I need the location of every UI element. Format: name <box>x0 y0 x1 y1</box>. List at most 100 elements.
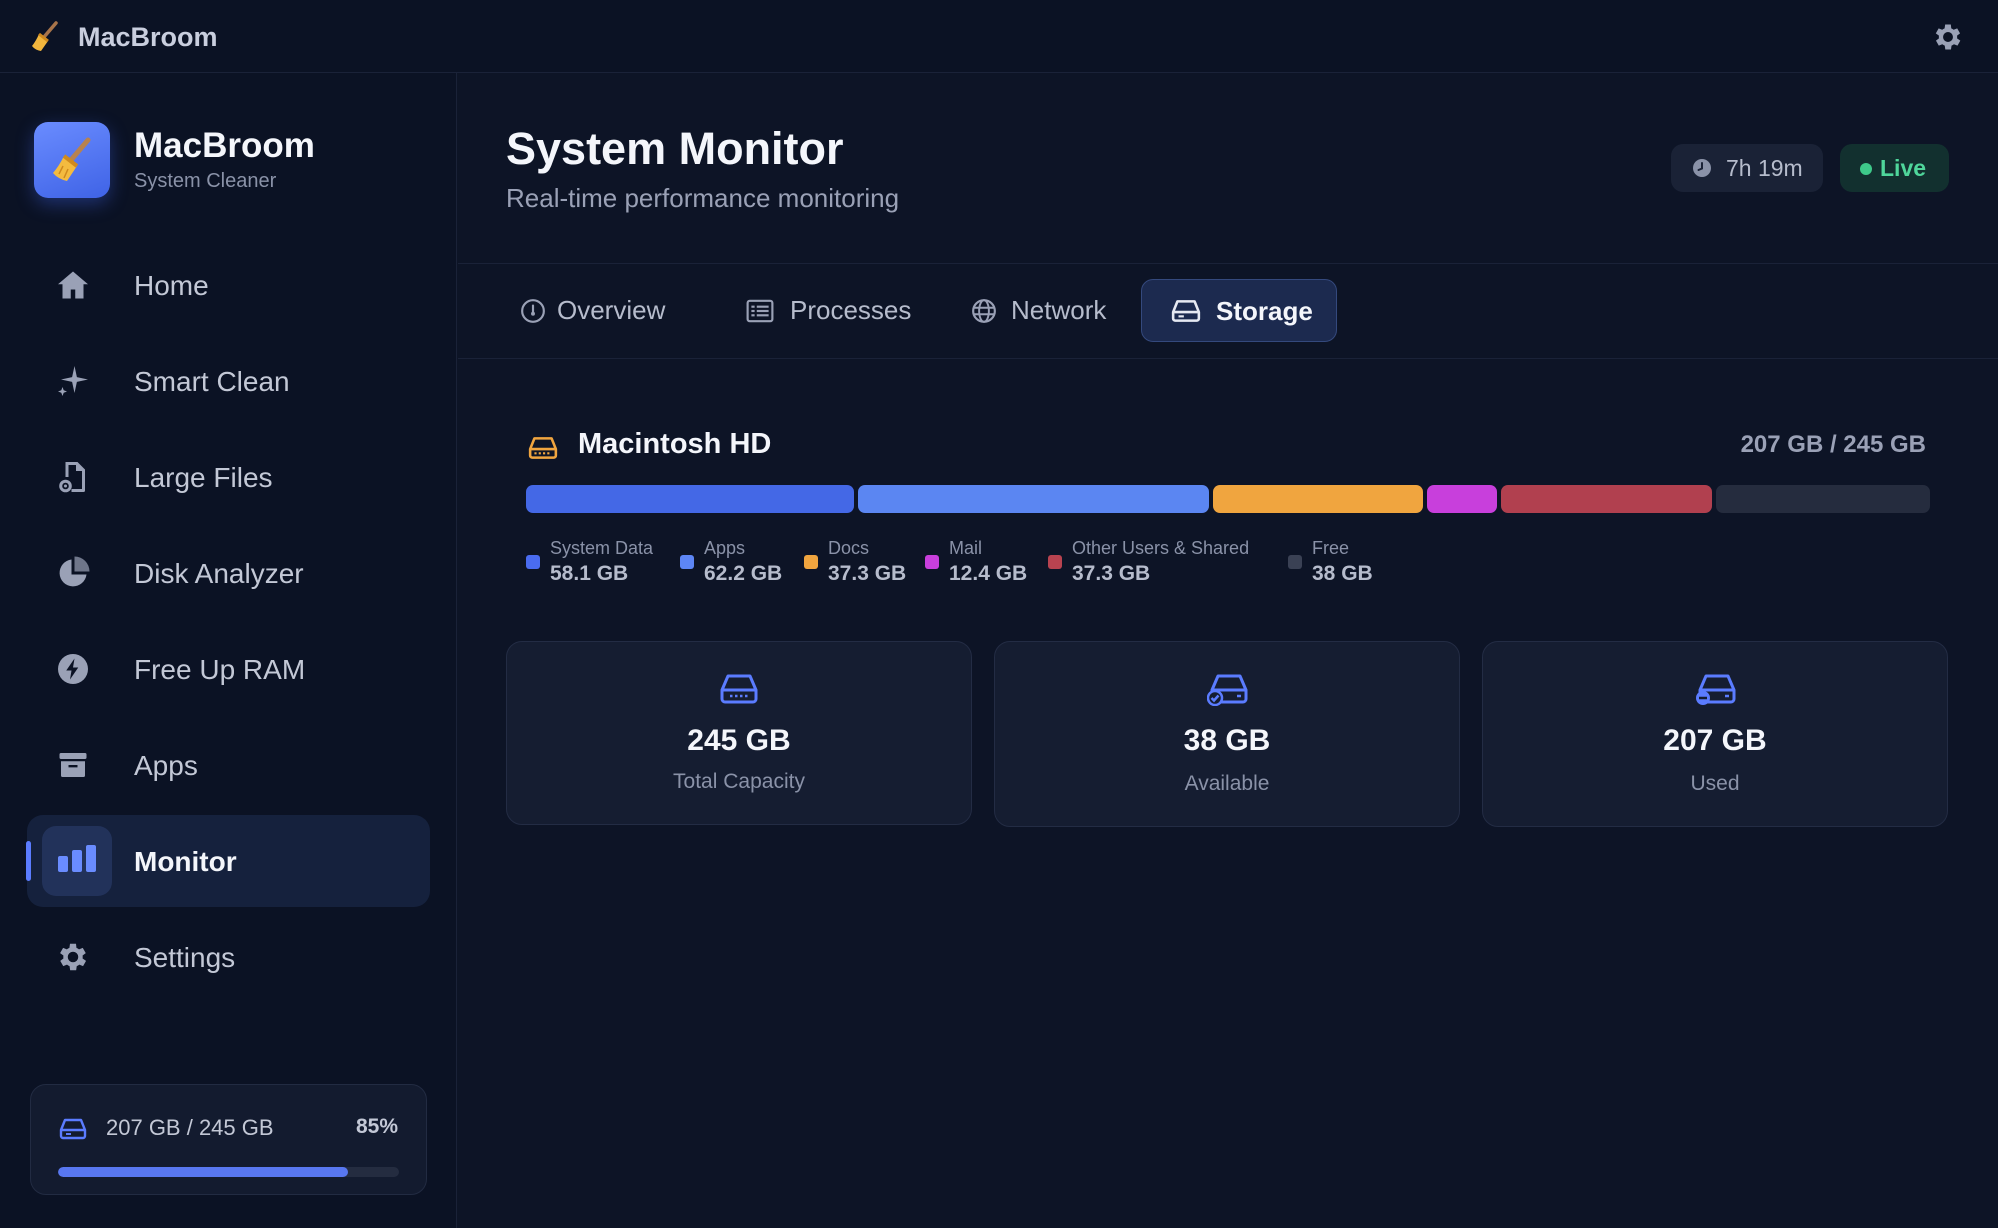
sidebar-item-label: Home <box>134 270 209 301</box>
live-status-badge: Live <box>1840 144 1949 192</box>
bar-segment-docs <box>1212 485 1424 513</box>
tab-label: Processes <box>790 295 912 325</box>
sidebar-item-apps[interactable]: Apps <box>27 719 430 811</box>
tab-label: Network <box>1011 295 1107 325</box>
stat-label: Available <box>1184 772 1270 795</box>
sidebar-item-home[interactable]: Home <box>27 239 430 331</box>
legend-label: Free <box>1312 538 1350 558</box>
tab-overview[interactable]: Overview <box>520 279 690 342</box>
list-icon <box>746 298 774 324</box>
brand-title: MacBroom <box>134 126 315 165</box>
page-title: System Monitor <box>506 123 844 174</box>
legend-value: 37.3 GB <box>828 562 907 585</box>
storage-summary-card: 207 GB / 245 GB 85% <box>30 1084 427 1195</box>
hard-drive-icon <box>719 672 759 706</box>
legend-swatch <box>526 555 540 569</box>
tab-storage[interactable]: Storage <box>1141 279 1337 342</box>
storage-summary-text: 207 GB / 245 GB <box>106 1115 274 1140</box>
sidebar-item-settings[interactable]: Settings <box>27 911 430 1003</box>
legend-swatch <box>680 555 694 569</box>
legend-label: Mail <box>949 538 983 558</box>
stat-value: 207 GB <box>1663 724 1767 757</box>
broom-icon <box>53 137 91 181</box>
brand-subtitle: System Cleaner <box>134 170 277 192</box>
legend-swatch <box>1288 555 1302 569</box>
bar-segment-apps <box>857 485 1209 513</box>
bar-segment-mail <box>1427 485 1498 513</box>
legend-value: 37.3 GB <box>1072 562 1151 585</box>
legend-swatch <box>1048 555 1062 569</box>
app-name: MacBroom <box>78 22 218 52</box>
legend-label: Other Users & Shared <box>1072 538 1250 558</box>
stat-label: Total Capacity <box>673 770 805 793</box>
stat-value: 245 GB <box>687 724 791 757</box>
live-status-text: Live <box>1880 155 1927 181</box>
house-icon <box>55 267 91 303</box>
stat-card-available: 38 GB Available <box>994 641 1460 827</box>
sidebar-item-label: Smart Clean <box>134 366 290 397</box>
sidebar-item-smart-clean[interactable]: Smart Clean <box>27 335 430 427</box>
legend-swatch <box>804 555 818 569</box>
stat-card-used: 207 GB Used <box>1482 641 1948 827</box>
bar-segment-system-data <box>526 485 854 513</box>
uptime-text: 7h 19m <box>1726 155 1803 181</box>
hard-drive-icon <box>528 435 558 461</box>
hard-drive-icon <box>1171 298 1201 324</box>
tab-processes[interactable]: Processes <box>746 279 936 342</box>
sidebar-item-monitor[interactable]: Monitor <box>26 815 430 907</box>
sidebar-item-label: Apps <box>134 750 198 781</box>
main-content: System Monitor Real-time performance mon… <box>458 73 1998 1228</box>
legend-value: 12.4 GB <box>949 562 1028 585</box>
tab-label: Storage <box>1216 296 1313 326</box>
legend-swatch <box>925 555 939 569</box>
sparkles-icon <box>55 363 91 399</box>
active-indicator <box>26 841 31 881</box>
stat-value: 38 GB <box>1183 724 1271 757</box>
storage-summary-percent: 85% <box>355 1115 398 1138</box>
bar-chart-icon <box>57 842 96 878</box>
sidebar-item-disk-analyzer[interactable]: Disk Analyzer <box>27 527 430 619</box>
brand-logo <box>34 122 110 198</box>
hard-drive-icon <box>59 1117 87 1141</box>
sidebar-item-free-up-ram[interactable]: Free Up RAM <box>27 623 430 715</box>
tabs-divider <box>458 358 1998 359</box>
archive-box-icon <box>55 747 91 783</box>
title-bar: MacBroom <box>0 0 1998 73</box>
storage-progress-fill <box>58 1167 348 1177</box>
bar-segment-other-users-shared <box>1501 485 1712 513</box>
bolt-icon <box>55 651 91 687</box>
sidebar-item-large-files[interactable]: Large Files <box>27 431 430 523</box>
stat-label: Used <box>1690 772 1740 795</box>
legend-value: 62.2 GB <box>704 562 783 585</box>
drive-minus-icon <box>1695 672 1736 706</box>
gear-icon <box>55 939 91 975</box>
uptime-badge: 7h 19m <box>1671 144 1823 192</box>
legend-value: 58.1 GB <box>550 562 629 585</box>
tab-network[interactable]: Network <box>971 279 1141 342</box>
live-dot-icon <box>1860 163 1872 175</box>
bar-segment-free <box>1715 485 1930 513</box>
sidebar-item-label: Disk Analyzer <box>134 558 304 589</box>
legend-label: Apps <box>704 538 746 558</box>
sidebar-item-label: Free Up RAM <box>134 654 306 685</box>
globe-icon <box>971 298 997 324</box>
disk-name: Macintosh HD <box>578 428 772 460</box>
pie-chart-icon <box>55 555 91 591</box>
legend-value: 38 GB <box>1312 562 1373 585</box>
legend-label: System Data <box>550 538 654 558</box>
storage-breakdown-bar <box>526 485 1930 513</box>
page-subtitle: Real-time performance monitoring <box>506 183 900 213</box>
gear-icon[interactable] <box>1931 20 1965 54</box>
sidebar: MacBroom System Cleaner Home Smart Clean… <box>0 73 457 1228</box>
tab-label: Overview <box>557 295 666 325</box>
document-gear-icon <box>55 459 91 495</box>
sidebar-item-label: Settings <box>134 942 236 973</box>
legend-label: Docs <box>828 538 870 558</box>
gauge-icon <box>520 298 546 324</box>
disk-usage: 207 GB / 245 GB <box>1740 431 1926 458</box>
header-divider <box>458 263 1998 264</box>
broom-icon <box>30 20 60 54</box>
clock-icon <box>1692 158 1712 178</box>
sidebar-item-label: Large Files <box>134 462 273 493</box>
sidebar-item-label: Monitor <box>134 846 237 877</box>
